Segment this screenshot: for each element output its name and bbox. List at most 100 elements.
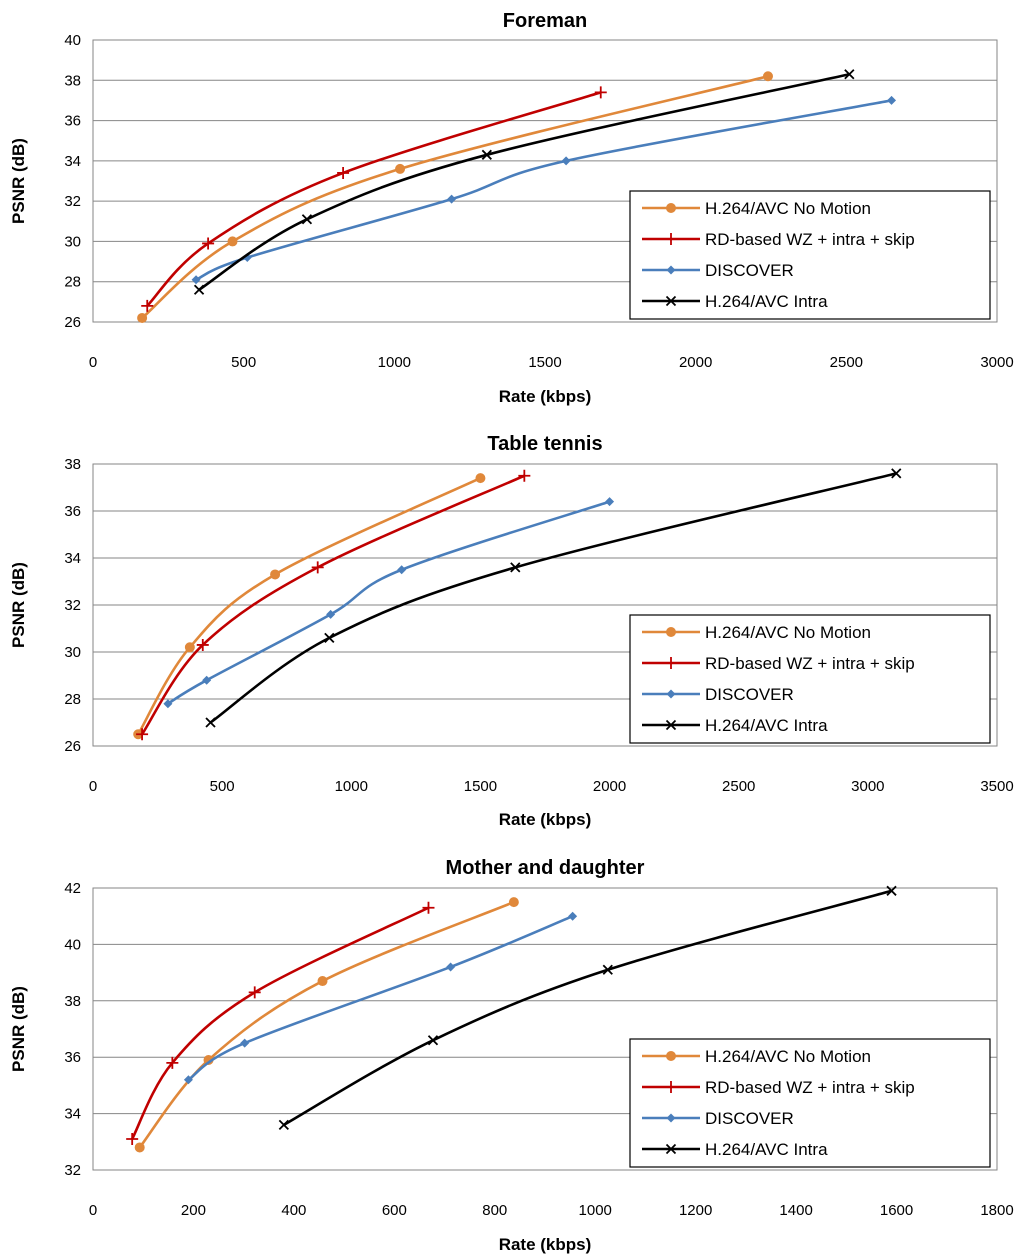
legend-marker-2: [666, 689, 676, 699]
x-tick-label-1: 200: [181, 1202, 206, 1219]
series-line-1: [140, 474, 525, 735]
legend-label-0: H.264/AVC No Motion: [705, 1047, 871, 1066]
x-tick-label-0: 0: [89, 778, 97, 795]
legend: H.264/AVC No Motion RD-based WZ + intra +…: [629, 1038, 991, 1168]
x-tick-label-8: 1600: [880, 1202, 913, 1219]
data-point-1-0: [141, 299, 154, 312]
data-point-0-0: [137, 312, 148, 323]
legend-label-1: RD-based WZ + intra + skip: [705, 1078, 915, 1097]
y-tick-label-0: 26: [64, 314, 81, 331]
legend-box: [629, 190, 991, 320]
plot-frame: [92, 39, 998, 323]
data-point-0-0: [134, 1142, 145, 1153]
series-line-0: [138, 900, 515, 1149]
legend-marker-1: [665, 233, 677, 245]
data-point-3-0: [278, 1119, 289, 1131]
y-axis-label: PSNR (dB): [9, 986, 28, 1072]
legend-label-3: H.264/AVC Intra: [705, 716, 828, 735]
data-point-3-1: [301, 214, 313, 225]
x-tick-label-3: 1500: [528, 354, 561, 371]
data-point-0-1: [184, 642, 195, 653]
series-2: [163, 497, 615, 709]
series-line-3: [209, 472, 897, 724]
legend-marker-0: [666, 1051, 676, 1061]
x-tick-label-2: 400: [281, 1202, 306, 1219]
x-tick-label-1: 500: [210, 778, 235, 795]
legend-label-2: DISCOVER: [705, 261, 794, 280]
y-tick-label-1: 34: [64, 1106, 81, 1123]
legend: H.264/AVC No Motion RD-based WZ + intra +…: [629, 614, 991, 744]
data-point-1-2: [337, 166, 350, 179]
x-axis-label: Rate (kbps): [499, 387, 592, 406]
legend-label-1: RD-based WZ + intra + skip: [705, 654, 915, 673]
data-point-2-4: [605, 497, 615, 507]
data-point-1-1: [202, 237, 215, 250]
legend-label-1: RD-based WZ + intra + skip: [705, 230, 915, 249]
series-3: [278, 885, 897, 1131]
x-axis-label: Rate (kbps): [499, 810, 592, 829]
legend-label-2: DISCOVER: [705, 1109, 794, 1128]
data-point-1-1: [196, 638, 209, 651]
x-tick-label-2: 1000: [335, 778, 368, 795]
legend-marker-3: [665, 1143, 677, 1155]
data-point-3-0: [193, 284, 205, 295]
series-0: [134, 897, 519, 1153]
legend-marker-0: [666, 627, 676, 637]
plot-frame: [92, 887, 998, 1171]
y-tick-label-6: 38: [64, 72, 81, 89]
y-tick-label-3: 32: [64, 193, 81, 210]
legend-marker-1: [665, 1081, 677, 1093]
series-line-0: [137, 476, 481, 735]
x-tick-label-3: 600: [382, 1202, 407, 1219]
legend-box: [629, 1038, 991, 1168]
y-tick-label-1: 28: [64, 691, 81, 708]
series-line-2: [187, 914, 574, 1081]
y-tick-label-3: 38: [64, 993, 81, 1010]
data-point-2-3: [568, 911, 578, 921]
legend-marker-3: [665, 295, 677, 307]
data-point-3-1: [427, 1035, 439, 1046]
series-3: [193, 69, 855, 295]
x-tick-label-4: 2000: [593, 778, 626, 795]
series-line-1: [146, 91, 602, 307]
x-tick-label-7: 1400: [779, 1202, 812, 1219]
data-point-3-3: [844, 69, 855, 80]
series-1: [136, 469, 531, 741]
series-2: [183, 911, 578, 1085]
data-point-2-0: [191, 275, 201, 285]
x-tick-label-0: 0: [89, 354, 97, 371]
series-3: [205, 468, 902, 728]
y-tick-label-2: 36: [64, 1049, 81, 1066]
legend-label-2: DISCOVER: [705, 685, 794, 704]
data-point-3-2: [602, 964, 613, 975]
data-point-3-3: [891, 468, 902, 479]
legend-label-0: H.264/AVC No Motion: [705, 199, 871, 218]
x-tick-label-0: 0: [89, 1202, 97, 1219]
y-tick-label-2: 30: [64, 233, 81, 250]
data-point-0-1: [227, 236, 238, 247]
y-tick-label-0: 26: [64, 738, 81, 755]
data-point-2-2: [326, 609, 336, 619]
x-tick-label-2: 1000: [378, 354, 411, 371]
y-tick-label-4: 34: [64, 550, 81, 567]
data-point-2-1: [202, 675, 212, 685]
series-line-1: [131, 906, 430, 1140]
chart-3: 32 34 36 38 40 42 0 200 400 600 800 1000 1200 1400 160…: [9, 857, 1014, 1254]
series-0: [133, 473, 486, 740]
legend: H.264/AVC No Motion RD-based WZ + intra +…: [629, 190, 991, 320]
legend-marker-1: [665, 657, 677, 669]
x-tick-label-6: 3000: [980, 354, 1013, 371]
legend-marker-3: [665, 719, 677, 731]
data-point-3-0: [205, 717, 216, 728]
data-point-2-0: [163, 699, 173, 709]
y-axis-label: PSNR (dB): [9, 562, 28, 648]
legend-marker-2: [666, 265, 676, 275]
y-tick-label-4: 34: [64, 153, 81, 170]
data-point-0-3: [762, 71, 773, 82]
y-tick-label-0: 32: [64, 1162, 81, 1179]
data-point-2-2: [446, 962, 456, 972]
data-point-3-2: [481, 149, 492, 160]
data-point-1-1: [166, 1056, 179, 1069]
legend-label-3: H.264/AVC Intra: [705, 1140, 828, 1159]
